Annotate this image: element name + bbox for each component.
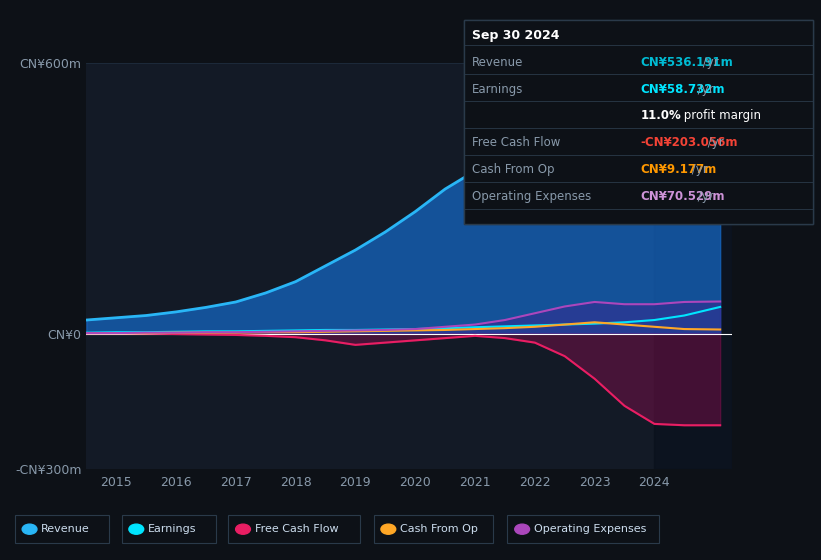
Text: profit margin: profit margin [680,109,761,123]
Text: Earnings: Earnings [472,82,524,96]
Text: Earnings: Earnings [148,524,196,534]
Text: Cash From Op: Cash From Op [472,163,554,176]
Text: CN¥536.191m: CN¥536.191m [640,55,733,69]
Text: CN¥70.529m: CN¥70.529m [640,190,725,203]
Text: Revenue: Revenue [472,55,524,69]
Text: /yr: /yr [699,55,719,69]
Text: CN¥9.177m: CN¥9.177m [640,163,717,176]
Text: /yr: /yr [694,190,713,203]
Text: CN¥58.732m: CN¥58.732m [640,82,725,96]
Text: Operating Expenses: Operating Expenses [472,190,591,203]
Text: Cash From Op: Cash From Op [400,524,478,534]
Text: -CN¥203.056m: -CN¥203.056m [640,136,738,150]
Text: /yr: /yr [688,163,709,176]
Text: Revenue: Revenue [41,524,89,534]
Bar [654,63,732,469]
Bar [464,20,813,224]
Text: Sep 30 2024: Sep 30 2024 [472,29,560,42]
Text: 11.0%: 11.0% [640,109,681,123]
Text: Free Cash Flow: Free Cash Flow [472,136,561,150]
Text: Operating Expenses: Operating Expenses [534,524,646,534]
Text: /yr: /yr [694,82,713,96]
Text: Free Cash Flow: Free Cash Flow [255,524,338,534]
Text: /yr: /yr [704,136,724,150]
